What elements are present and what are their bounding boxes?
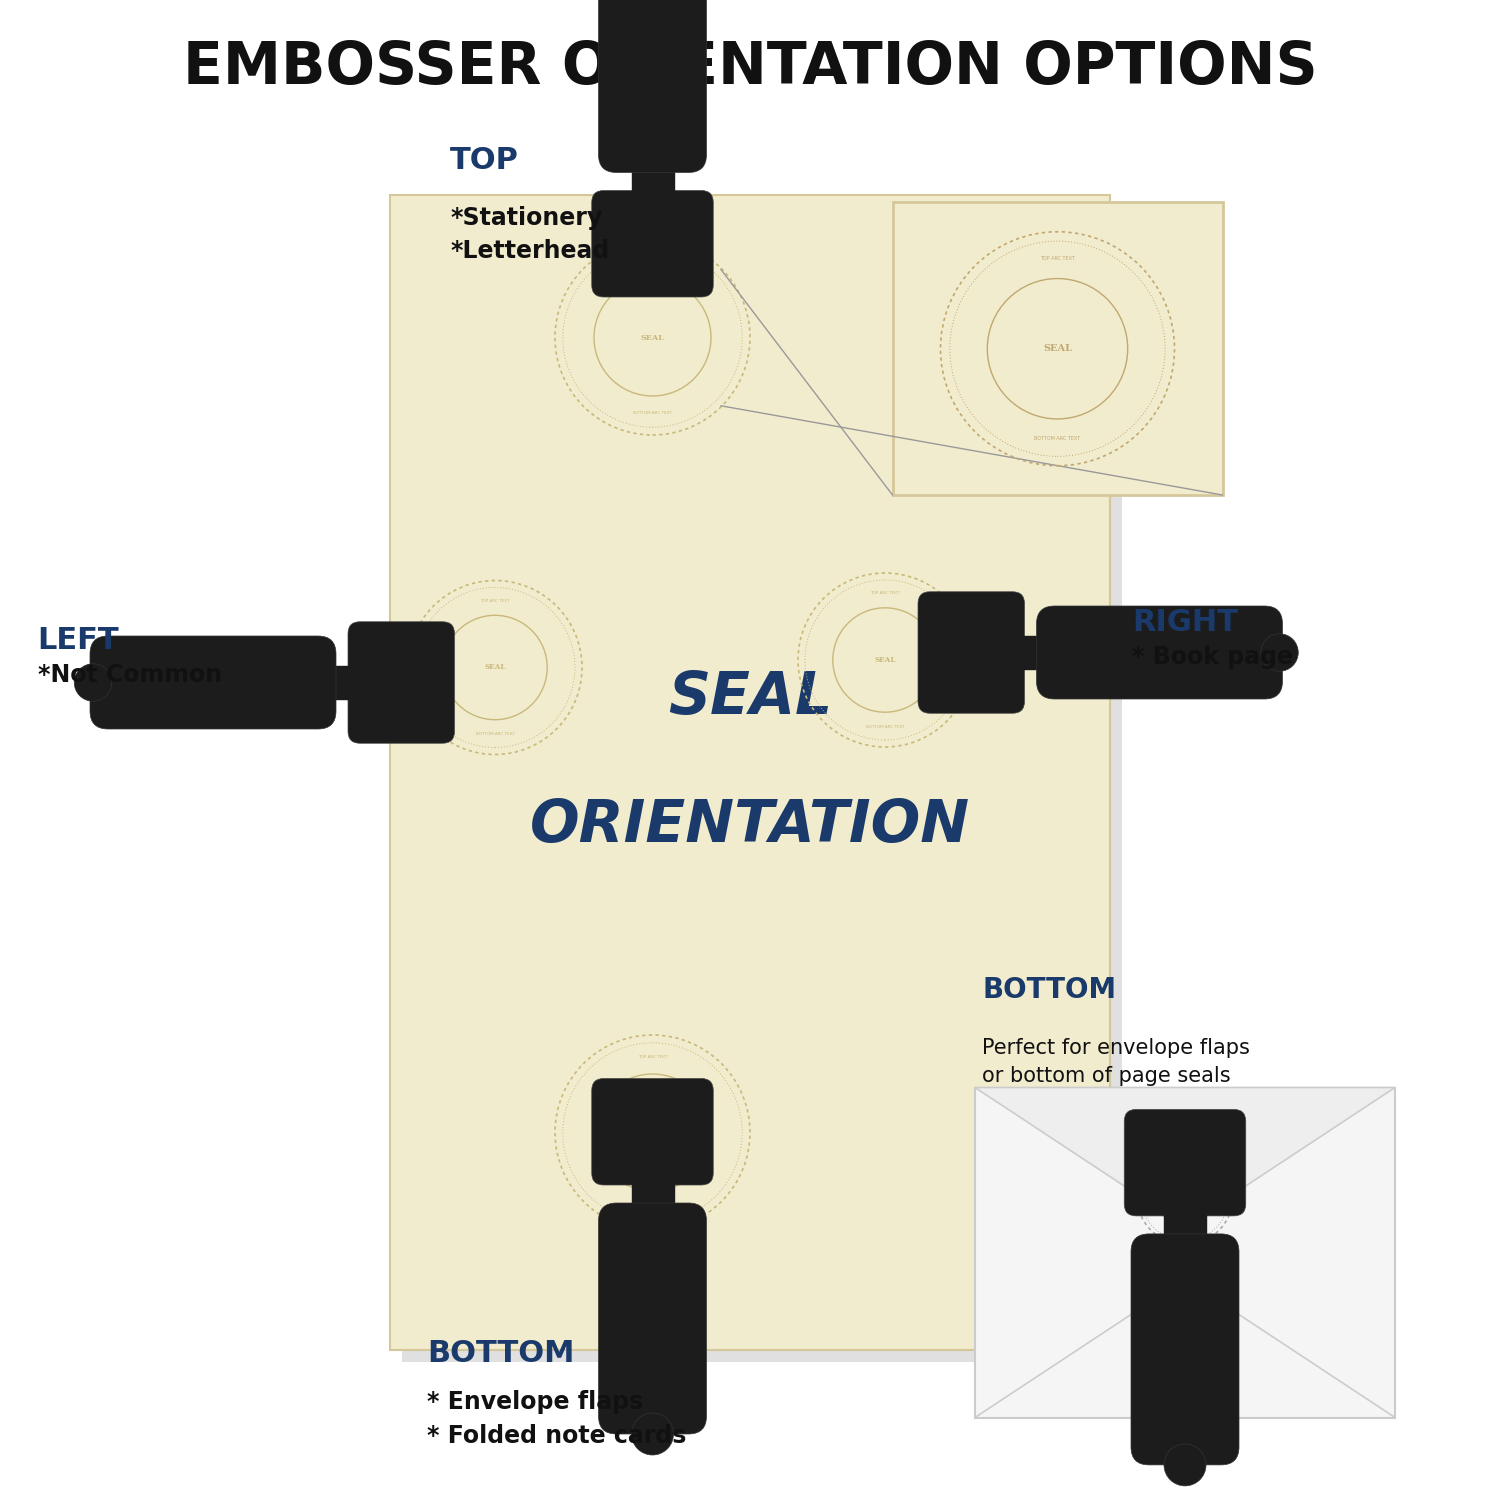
Bar: [1164, 1204, 1206, 1252]
Text: SEAL: SEAL: [668, 669, 832, 726]
Text: SEAL: SEAL: [1174, 1192, 1196, 1200]
FancyBboxPatch shape: [591, 190, 714, 297]
FancyBboxPatch shape: [598, 0, 706, 172]
Text: ORIENTATION: ORIENTATION: [530, 796, 970, 853]
Text: BOTTOM ARC TEXT: BOTTOM ARC TEXT: [1166, 1232, 1204, 1236]
FancyBboxPatch shape: [598, 1203, 706, 1434]
Text: BOTTOM: BOTTOM: [982, 976, 1116, 1004]
Text: SEAL: SEAL: [1042, 345, 1072, 354]
Text: * Book page: * Book page: [1132, 645, 1293, 669]
Text: SEAL: SEAL: [640, 1128, 664, 1137]
Text: EMBOSSER ORIENTATION OPTIONS: EMBOSSER ORIENTATION OPTIONS: [183, 39, 1317, 96]
Text: RIGHT: RIGHT: [1132, 608, 1239, 638]
Bar: [390, 195, 1110, 1350]
Text: TOP ARC TEXT: TOP ARC TEXT: [638, 261, 668, 264]
FancyBboxPatch shape: [1131, 1234, 1239, 1466]
Text: BOTTOM ARC TEXT: BOTTOM ARC TEXT: [1035, 436, 1080, 441]
Text: BOTTOM ARC TEXT: BOTTOM ARC TEXT: [633, 411, 672, 414]
Ellipse shape: [1164, 1444, 1206, 1486]
Ellipse shape: [632, 1413, 674, 1455]
Bar: [1013, 636, 1054, 669]
FancyBboxPatch shape: [591, 1078, 714, 1185]
Text: TOP ARC TEXT: TOP ARC TEXT: [1040, 256, 1076, 261]
Bar: [975, 1088, 1395, 1418]
Text: Perfect for envelope flaps
or bottom of page seals: Perfect for envelope flaps or bottom of …: [982, 1038, 1251, 1086]
Bar: [632, 154, 674, 203]
Text: TOP ARC TEXT: TOP ARC TEXT: [480, 598, 510, 603]
FancyBboxPatch shape: [918, 592, 1024, 714]
FancyBboxPatch shape: [1125, 1110, 1245, 1216]
Text: TOP ARC TEXT: TOP ARC TEXT: [1170, 1158, 1200, 1161]
Text: SEAL: SEAL: [874, 656, 896, 664]
Polygon shape: [975, 1088, 1395, 1226]
Text: * Envelope flaps
* Folded note cards: * Envelope flaps * Folded note cards: [427, 1390, 687, 1448]
FancyBboxPatch shape: [90, 636, 336, 729]
Text: SEAL: SEAL: [640, 333, 664, 342]
Text: BOTTOM: BOTTOM: [427, 1338, 574, 1368]
FancyBboxPatch shape: [348, 621, 454, 742]
Bar: [892, 202, 1222, 495]
Ellipse shape: [1262, 633, 1299, 672]
Text: BOTTOM ARC TEXT: BOTTOM ARC TEXT: [476, 732, 514, 736]
Text: SEAL: SEAL: [484, 663, 506, 672]
Text: TOP ARC TEXT: TOP ARC TEXT: [870, 591, 900, 596]
Text: *Stationery
*Letterhead: *Stationery *Letterhead: [450, 206, 609, 262]
Bar: [318, 666, 360, 699]
Text: BOTTOM ARC TEXT: BOTTOM ARC TEXT: [865, 724, 904, 729]
Text: BOTTOM ARC TEXT: BOTTOM ARC TEXT: [633, 1206, 672, 1209]
Text: *Not Common: *Not Common: [38, 663, 222, 687]
Text: LEFT: LEFT: [38, 626, 118, 656]
Bar: [402, 207, 1122, 1362]
Text: TOP ARC TEXT: TOP ARC TEXT: [638, 1056, 668, 1059]
Ellipse shape: [74, 663, 111, 700]
Text: TOP: TOP: [450, 146, 519, 176]
Bar: [632, 1173, 674, 1221]
FancyBboxPatch shape: [1036, 606, 1282, 699]
